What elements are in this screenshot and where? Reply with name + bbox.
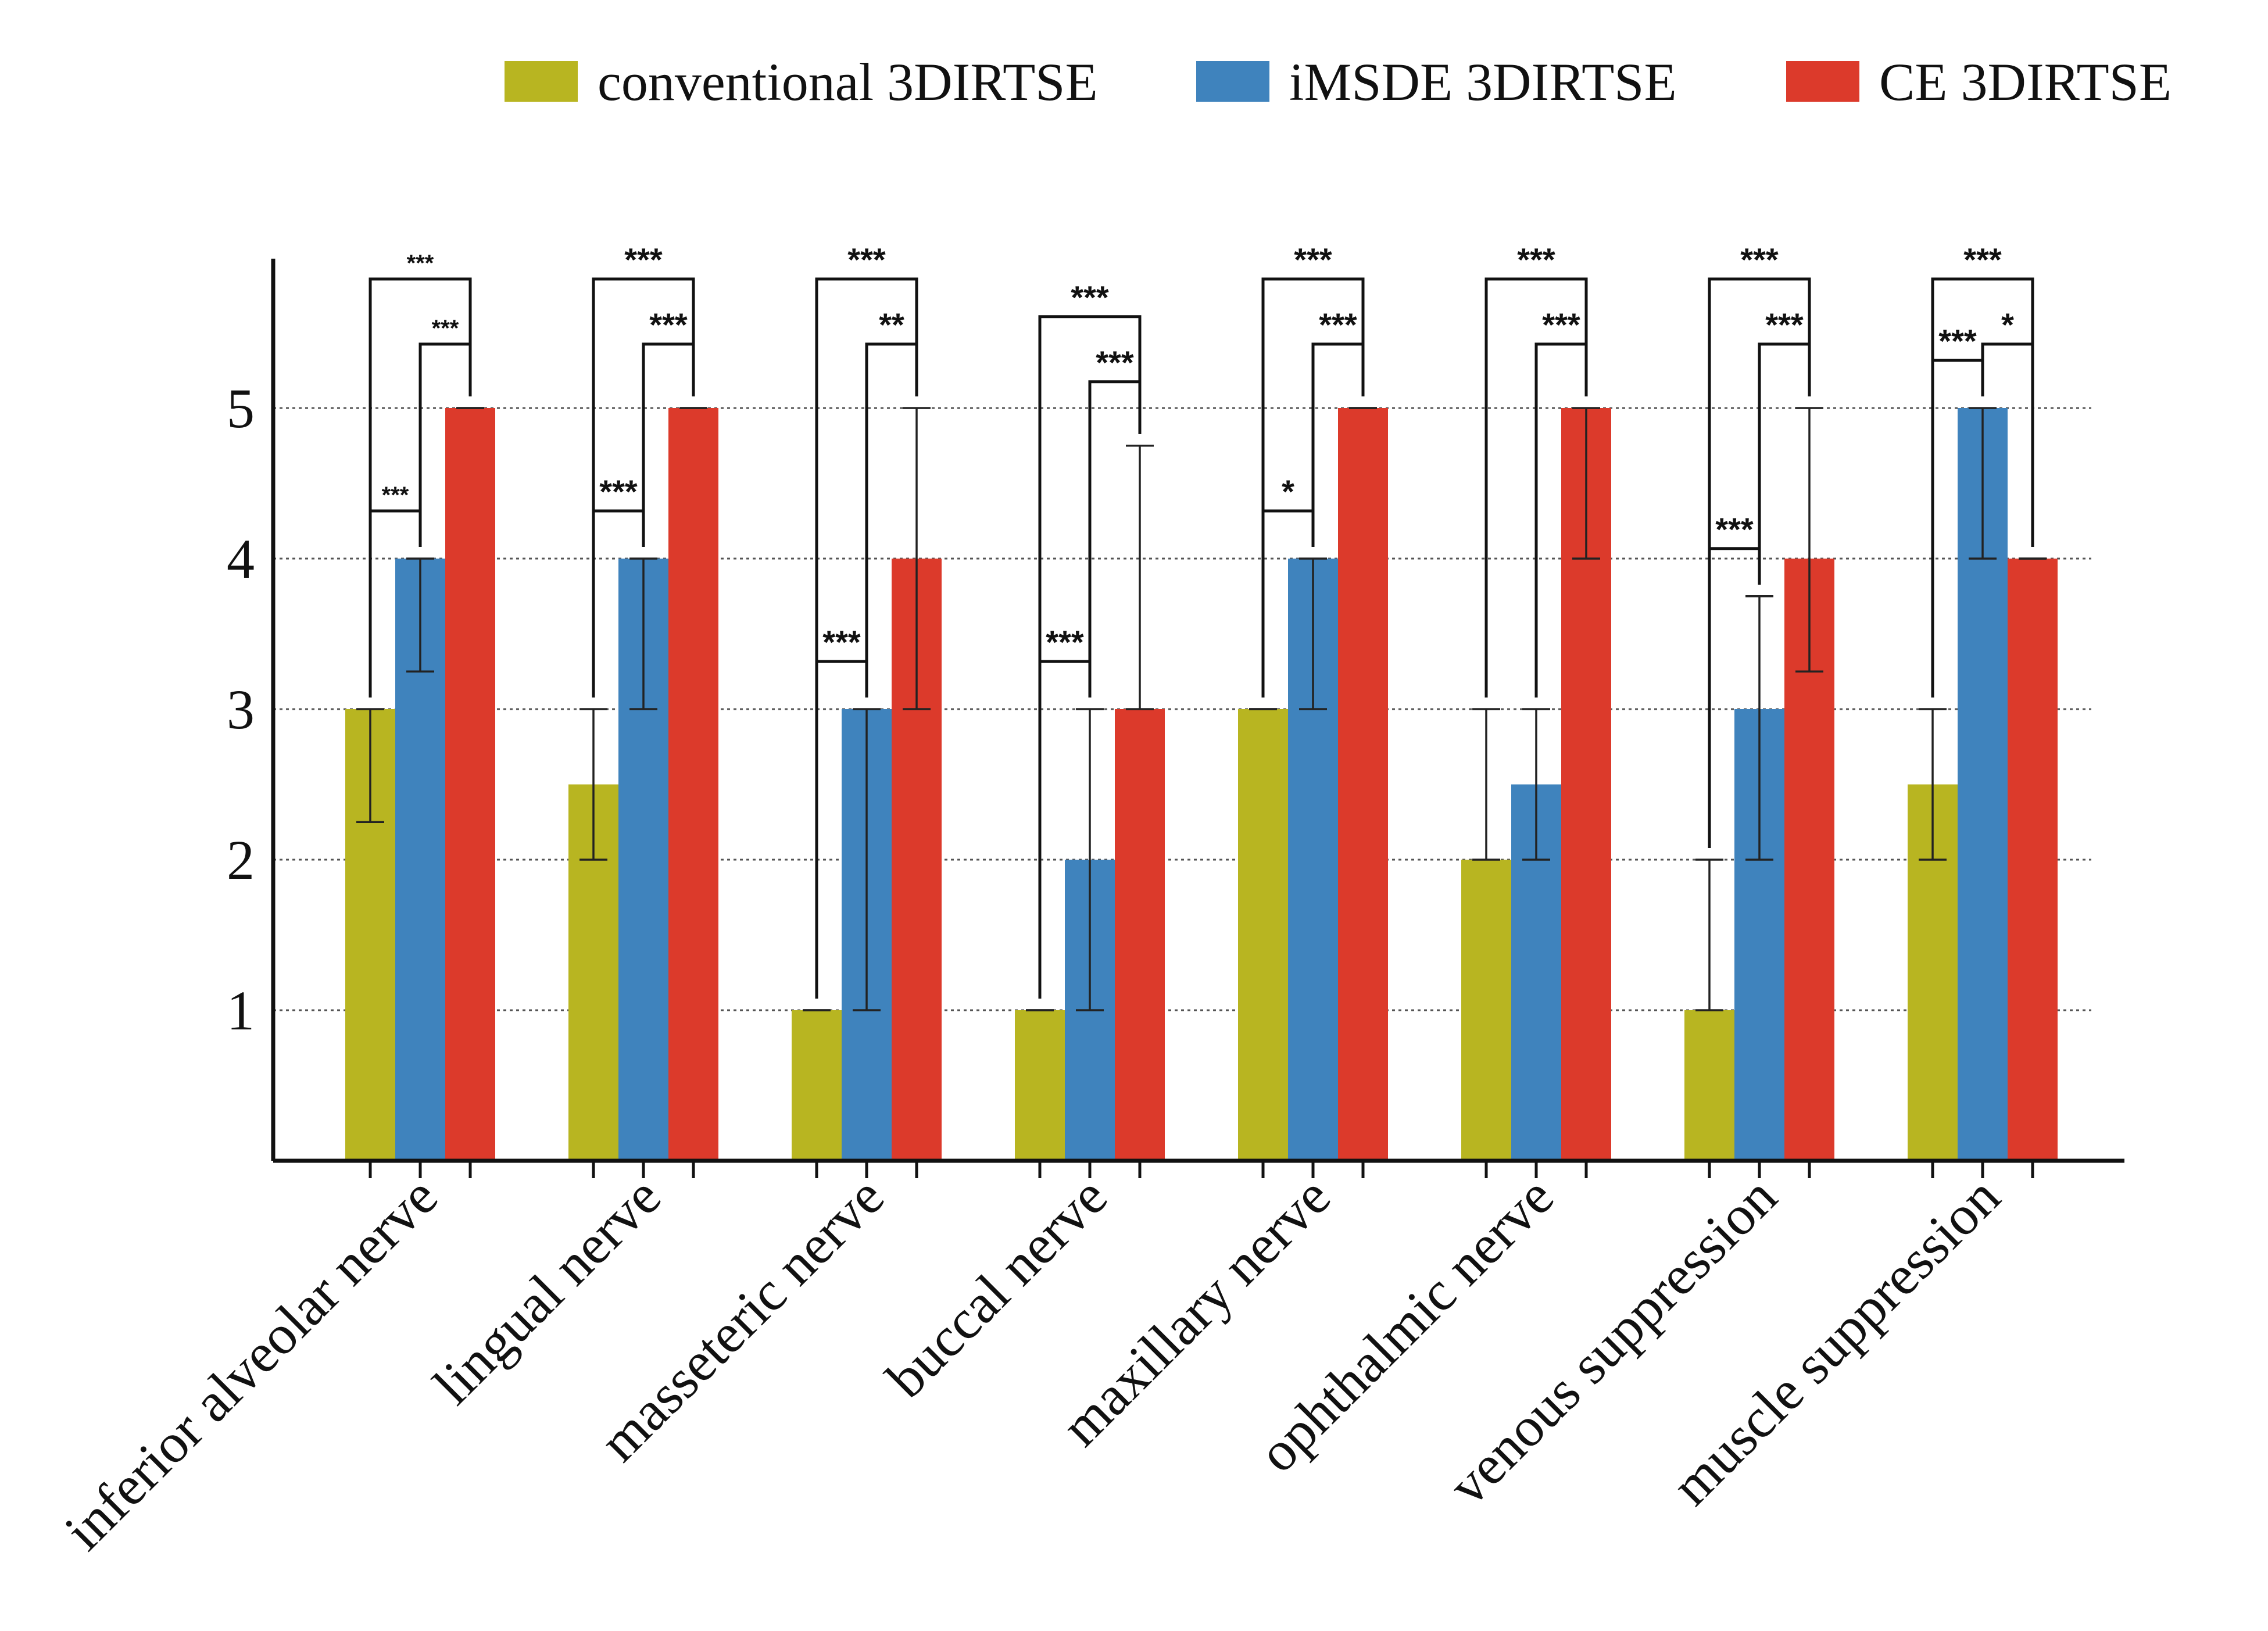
sig-conv-ce-inferior-alveolar-nerve-label: *** bbox=[407, 251, 434, 276]
sig-conv-imsde-venous-suppression-label: *** bbox=[1715, 511, 1754, 548]
sig-conv-ce-ophthalmic-nerve-bracket bbox=[1484, 277, 1588, 698]
sig-imsde-ce-maxillary-nerve-label: *** bbox=[1319, 306, 1357, 343]
y-tick-label: 1 bbox=[227, 979, 255, 1042]
bar-muscle-suppression-ce-3dirtse bbox=[2008, 559, 2058, 1161]
sig-conv-ce-venous-suppression-label: *** bbox=[1740, 241, 1779, 278]
sig-conv-ce-venous-suppression-bracket bbox=[1708, 277, 1811, 848]
x-tick-label-inferior-alveolar-nerve: inferior alveolar nerve bbox=[52, 1165, 449, 1561]
bar-maxillary-nerve-conventional-3dirtse bbox=[1238, 709, 1288, 1161]
sig-conv-ce-masseteric-nerve-bracket bbox=[815, 277, 918, 999]
bar-maxillary-nerve-ce-3dirtse bbox=[1338, 408, 1388, 1161]
legend-label-conventional-3dirtse: conventional 3DIRTSE bbox=[598, 52, 1098, 112]
legend-label-imsde-3dirtse: iMSDE 3DIRTSE bbox=[1289, 52, 1677, 112]
sig-imsde-ce-muscle-suppression-label: * bbox=[2001, 306, 2014, 343]
sig-conv-ce-buccal-nerve-bracket bbox=[1038, 315, 1142, 999]
sig-conv-ce-lingual-nerve-label: *** bbox=[624, 241, 663, 278]
sig-conv-ce-lingual-nerve-bracket bbox=[592, 277, 695, 698]
y-tick-label: 2 bbox=[227, 829, 255, 891]
sig-conv-ce-masseteric-nerve-label: *** bbox=[847, 241, 886, 278]
error-bars bbox=[356, 407, 2047, 1011]
sig-conv-imsde-buccal-nerve-label: *** bbox=[1046, 624, 1084, 660]
sig-imsde-ce-ophthalmic-nerve-label: *** bbox=[1542, 306, 1580, 343]
sig-imsde-ce-venous-suppression-bracket bbox=[1758, 342, 1811, 585]
sig-imsde-ce-masseteric-nerve-label: ** bbox=[879, 306, 904, 343]
bar-masseteric-nerve-conventional-3dirtse bbox=[792, 1010, 842, 1161]
sig-conv-imsde-masseteric-nerve-label: *** bbox=[822, 624, 861, 660]
x-tick-label-lingual-nerve: lingual nerve bbox=[421, 1165, 672, 1416]
bar-venous-suppression-conventional-3dirtse bbox=[1684, 1010, 1734, 1161]
bar-ophthalmic-nerve-conventional-3dirtse bbox=[1461, 860, 1511, 1161]
y-tick-label: 5 bbox=[227, 377, 255, 439]
sig-conv-imsde-maxillary-nerve-label: * bbox=[1282, 473, 1294, 510]
bars bbox=[345, 408, 2058, 1161]
sig-imsde-ce-buccal-nerve-bracket bbox=[1088, 380, 1142, 698]
axes bbox=[271, 259, 2124, 1178]
sig-imsde-ce-buccal-nerve-label: *** bbox=[1096, 344, 1134, 381]
sig-conv-ce-muscle-suppression-label: *** bbox=[1963, 241, 2002, 278]
sig-conv-ce-buccal-nerve-label: *** bbox=[1071, 279, 1109, 316]
legend-swatch-conventional-3dirtse bbox=[505, 61, 578, 102]
sig-conv-ce-ophthalmic-nerve-label: *** bbox=[1517, 241, 1555, 278]
y-tick-labels: 1 2 3 4 5 bbox=[227, 377, 255, 1042]
sig-imsde-ce-lingual-nerve-label: *** bbox=[649, 306, 688, 343]
bar-lingual-nerve-ce-3dirtse bbox=[668, 408, 718, 1161]
legend-swatch-imsde-3dirtse bbox=[1196, 61, 1269, 102]
sig-conv-ce-muscle-suppression-bracket bbox=[1931, 277, 2034, 698]
sig-imsde-ce-inferior-alveolar-nerve-label: *** bbox=[432, 316, 459, 341]
bar-inferior-alveolar-nerve-ce-3dirtse bbox=[445, 408, 495, 1161]
sig-conv-ce-maxillary-nerve-label: *** bbox=[1294, 241, 1332, 278]
legend-swatch-ce-3dirtse bbox=[1786, 61, 1859, 102]
sig-conv-ce-maxillary-nerve-bracket bbox=[1261, 277, 1365, 698]
sig-imsde-ce-venous-suppression-label: *** bbox=[1765, 306, 1804, 343]
x-tick-label-buccal-nerve: buccal nerve bbox=[874, 1165, 1119, 1410]
sig-conv-ce-inferior-alveolar-nerve-bracket bbox=[369, 277, 472, 698]
bar-buccal-nerve-ce-3dirtse bbox=[1115, 709, 1165, 1161]
legend: conventional 3DIRTSE iMSDE 3DIRTSE CE 3DIR… bbox=[505, 52, 2172, 112]
sig-conv-imsde-muscle-suppression-label: *** bbox=[1938, 323, 1977, 359]
legend-label-ce-3dirtse: CE 3DIRTSE bbox=[1879, 52, 2172, 112]
sig-conv-imsde-inferior-alveolar-nerve-label: *** bbox=[382, 482, 409, 508]
y-tick-label: 4 bbox=[227, 528, 255, 590]
sig-conv-imsde-lingual-nerve-label: *** bbox=[599, 473, 638, 510]
bar-buccal-nerve-conventional-3dirtse bbox=[1015, 1010, 1065, 1161]
significance-brackets: ****************************************… bbox=[369, 241, 2034, 999]
y-tick-label: 3 bbox=[227, 678, 255, 741]
